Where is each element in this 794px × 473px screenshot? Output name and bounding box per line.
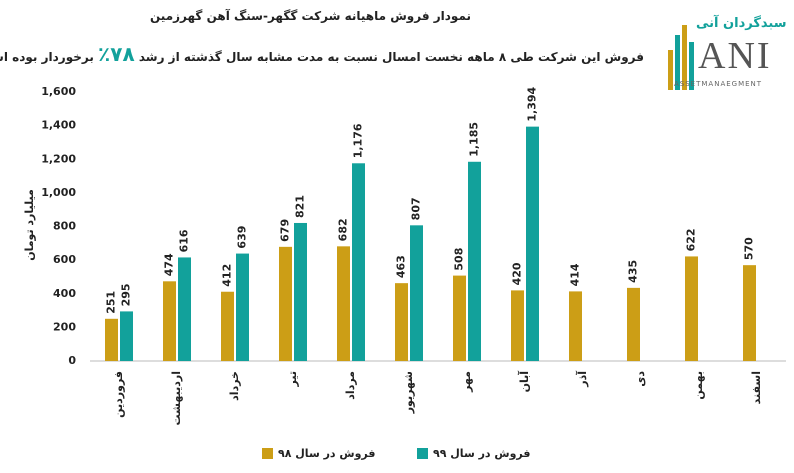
subtitle-text: برخوردار بوده است. bbox=[0, 50, 94, 64]
legend-swatch bbox=[262, 448, 273, 459]
bar bbox=[221, 291, 234, 361]
bar bbox=[627, 287, 640, 361]
x-tick-label: آذر bbox=[575, 371, 589, 388]
bar bbox=[105, 318, 118, 361]
y-axis-label: میلیارد تومان bbox=[23, 189, 36, 261]
x-tick-label: مرداد bbox=[344, 371, 357, 400]
logo-name: سبدگردان آنی bbox=[696, 16, 787, 31]
bar bbox=[178, 257, 191, 361]
legend-label: فروش در سال ۹۸ bbox=[278, 447, 375, 460]
bar bbox=[526, 126, 539, 361]
logo-icon bbox=[668, 25, 694, 90]
bar bbox=[569, 291, 582, 361]
value-label: 1,185 bbox=[468, 122, 481, 157]
bar bbox=[163, 281, 176, 361]
y-tick-label: 200 bbox=[53, 320, 76, 333]
chart-title: نمودار فروش ماهیانه شرکت گگهر-سنگ آهن گه… bbox=[150, 9, 471, 23]
y-tick-label: 800 bbox=[53, 220, 76, 233]
bar bbox=[120, 311, 133, 361]
legend-label: فروش در سال ۹۹ bbox=[433, 447, 530, 460]
bar bbox=[279, 246, 292, 361]
y-tick-label: 1,200 bbox=[41, 152, 76, 165]
logo: سبدگردان آنی ANI ASSETMANAEGMENT bbox=[660, 8, 790, 98]
chart-subtitle: فروش این شرکت طی ۸ ماهه نخست امسال نسبت … bbox=[0, 42, 644, 69]
value-label: 821 bbox=[294, 195, 307, 218]
value-label: 1,394 bbox=[526, 86, 539, 121]
y-tick-label: 0 bbox=[68, 354, 76, 367]
bar bbox=[743, 265, 756, 361]
value-label: 622 bbox=[685, 228, 698, 251]
x-tick-label: بهمن bbox=[692, 371, 705, 400]
subtitle-text: فروش این شرکت طی ۸ ماهه نخست امسال نسبت … bbox=[138, 50, 644, 64]
x-tick-label: خرداد bbox=[228, 371, 241, 401]
value-label: 295 bbox=[120, 283, 133, 306]
bar bbox=[410, 225, 423, 361]
value-label: 508 bbox=[453, 248, 466, 271]
bar bbox=[395, 283, 408, 361]
y-tick-label: 1,000 bbox=[41, 186, 76, 199]
value-label: 412 bbox=[221, 264, 234, 287]
bar bbox=[337, 246, 350, 361]
bar bbox=[453, 275, 466, 361]
y-tick-label: 1,600 bbox=[41, 85, 76, 98]
x-tick-label: دی bbox=[634, 371, 647, 387]
value-label: 807 bbox=[410, 197, 423, 220]
x-tick-label: شهریور bbox=[402, 371, 415, 414]
logo-tagline: ASSETMANAEGMENT bbox=[674, 80, 763, 88]
value-label: 570 bbox=[743, 237, 756, 260]
logo-mark: ANI bbox=[698, 35, 772, 77]
x-tick-label: مهر bbox=[460, 371, 473, 393]
bar bbox=[294, 222, 307, 361]
value-label: 679 bbox=[279, 219, 292, 242]
value-label: 474 bbox=[163, 253, 176, 276]
bar bbox=[352, 163, 365, 361]
value-label: 420 bbox=[511, 262, 524, 285]
x-tick-label: فروردین bbox=[112, 371, 125, 418]
x-tick-label: آبان bbox=[517, 371, 531, 393]
bar bbox=[685, 256, 698, 361]
y-tick-label: 400 bbox=[53, 287, 76, 300]
legend-swatch bbox=[417, 448, 428, 459]
y-tick-label: 600 bbox=[53, 253, 76, 266]
subtitle-highlight: ۷۸٪ bbox=[98, 42, 135, 66]
value-label: 616 bbox=[178, 229, 191, 252]
value-label: 414 bbox=[569, 263, 582, 286]
bar bbox=[236, 253, 249, 361]
value-label: 435 bbox=[627, 260, 640, 283]
x-tick-label: تیر bbox=[286, 371, 299, 387]
bar bbox=[468, 161, 481, 361]
value-label: 1,176 bbox=[352, 123, 365, 158]
value-label: 639 bbox=[236, 226, 249, 249]
x-tick-label: اسفند bbox=[750, 371, 763, 404]
x-tick-label: اردیبهشت bbox=[170, 371, 183, 425]
value-label: 251 bbox=[105, 291, 118, 314]
value-label: 463 bbox=[395, 255, 408, 278]
value-label: 682 bbox=[337, 218, 350, 241]
bar bbox=[511, 290, 524, 361]
y-tick-label: 1,400 bbox=[41, 119, 76, 132]
